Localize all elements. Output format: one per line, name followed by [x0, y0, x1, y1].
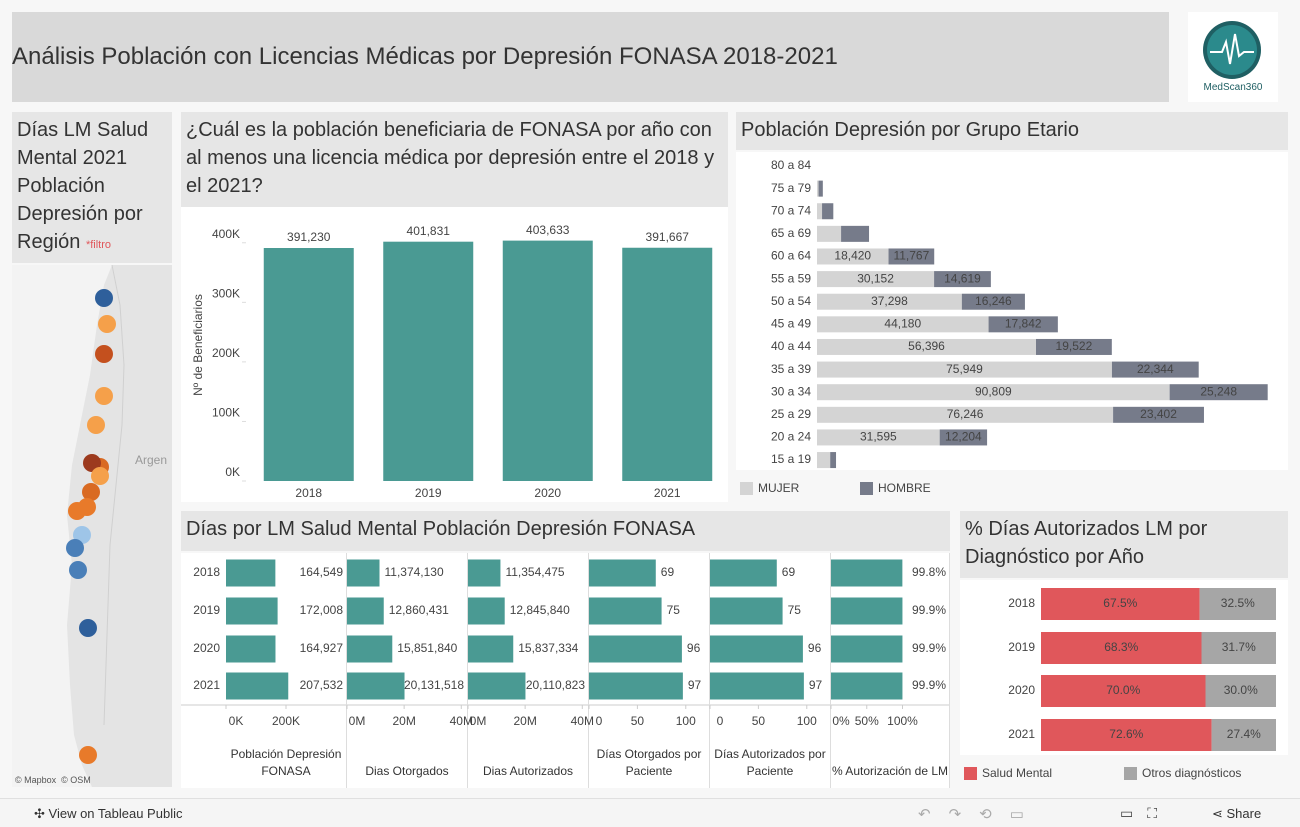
- map: Argen © Mapbox © OSM: [12, 265, 172, 787]
- legend-label: Otros diagnósticos: [1142, 766, 1241, 780]
- region-dots: [66, 289, 116, 764]
- map-title-box: Días LM Salud Mental 2021 Población Depr…: [12, 112, 172, 263]
- chart-title: Población Depresión por Grupo Etario: [736, 112, 1288, 150]
- footer: ✣ View on Tableau Public ↶↷⟲▭ ▭⛶ ⋖ Share: [0, 798, 1300, 827]
- land: [67, 265, 172, 787]
- panel-label: Dias Otorgados: [365, 764, 449, 778]
- chart-area: [736, 152, 1288, 470]
- panel-label: Población Depresión FONASA: [230, 747, 342, 778]
- border: [103, 265, 125, 726]
- attribution: © Mapbox © OSM: [15, 775, 91, 785]
- legend-swatch: [1124, 767, 1137, 780]
- country-label: Argen: [135, 453, 168, 467]
- header: Análisis Población con Licencias Médicas…: [12, 12, 1169, 102]
- filter-note: *filtro: [85, 239, 112, 251]
- logo-text: MedScan360: [1203, 82, 1263, 93]
- chart-area: [960, 580, 1288, 755]
- chart-area: [181, 553, 950, 788]
- chart-title: % Días Autorizados LM por Diagnóstico po…: [960, 511, 1288, 578]
- toolbar-icons[interactable]: ▭⛶: [1120, 805, 1172, 821]
- chart-title: ¿Cuál es la población beneficiaria de FO…: [181, 112, 728, 207]
- share[interactable]: ⋖ Share: [1212, 806, 1262, 821]
- panel-label: % Autorización de LM: [831, 764, 949, 778]
- chart-title: Días por LM Salud Mental Población Depre…: [181, 511, 950, 551]
- logo: MedScan360: [1188, 12, 1278, 102]
- legend-label: MUJER: [758, 481, 800, 495]
- panel-label: Días Otorgados por Paciente: [596, 747, 702, 778]
- share-text[interactable]: Share: [1226, 806, 1262, 821]
- map-canvas: [66, 265, 172, 787]
- panel-label: Dias Autorizados: [482, 764, 574, 778]
- dashboard-title: Análisis Población con Licencias Médicas…: [12, 43, 838, 70]
- legend-swatch: [964, 767, 977, 780]
- chart-area: [181, 207, 728, 502]
- legend-swatch: [740, 482, 753, 495]
- map-title: Días LM Salud Mental 2021 Población Depr…: [17, 119, 149, 253]
- legend-label: HOMBRE: [878, 481, 931, 495]
- view-link[interactable]: ✣ View on Tableau Public: [34, 806, 183, 821]
- panel-label: Días Autorizados por Paciente: [714, 747, 826, 778]
- view-text[interactable]: View on Tableau Public: [48, 806, 183, 821]
- legend-label: Salud Mental: [982, 766, 1052, 780]
- legend-swatch: [860, 482, 873, 495]
- toolbar-icons[interactable]: ↶↷⟲▭: [918, 806, 1042, 823]
